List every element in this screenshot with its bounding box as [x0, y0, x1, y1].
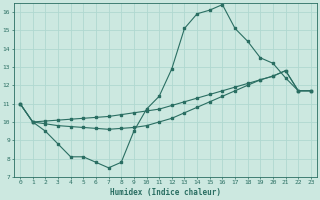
X-axis label: Humidex (Indice chaleur): Humidex (Indice chaleur)	[110, 188, 221, 197]
